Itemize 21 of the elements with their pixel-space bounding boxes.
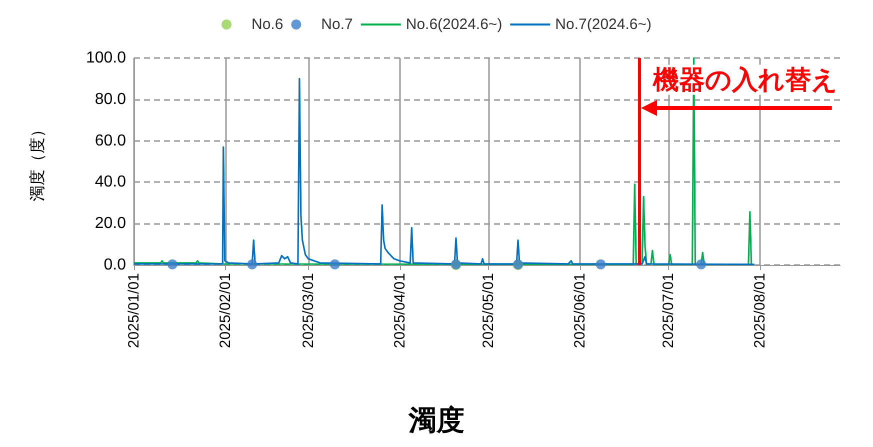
y-axis-title: 濁度（度） [28,122,46,202]
x-tick-label: 2025/01/01 [126,273,142,348]
x-tick-label: 2025/02/01 [217,273,234,348]
text: 濁度 [408,404,464,436]
x-tick-label: 2025/05/01 [480,273,497,348]
x-tick-label: 2025/03/01 [300,273,317,348]
y-tick-label: 40.0 [94,174,126,191]
x-tick-label: 2025/06/01 [572,273,589,348]
y-tick-label: 20.0 [94,215,126,232]
y-tick-label: 60.0 [94,132,126,150]
ref-line-label: 機器の入れ替え [652,64,838,95]
y-tick-label: 0.0 [104,256,126,274]
legend-label: No.6(2024.6~) [406,16,502,33]
x-tick-label: 2025/04/01 [391,273,408,348]
y-tick-label: 80.0 [94,90,126,108]
legend-label: No.6 [252,16,284,33]
legend-label: No.7(2024.6~) [555,16,652,33]
y-tick-label: 100.0 [86,50,126,66]
x-tick-label: 2025/07/01 [660,273,678,348]
legend-label: No.7 [321,16,353,33]
x-tick-label: 2025/08/01 [752,273,769,348]
